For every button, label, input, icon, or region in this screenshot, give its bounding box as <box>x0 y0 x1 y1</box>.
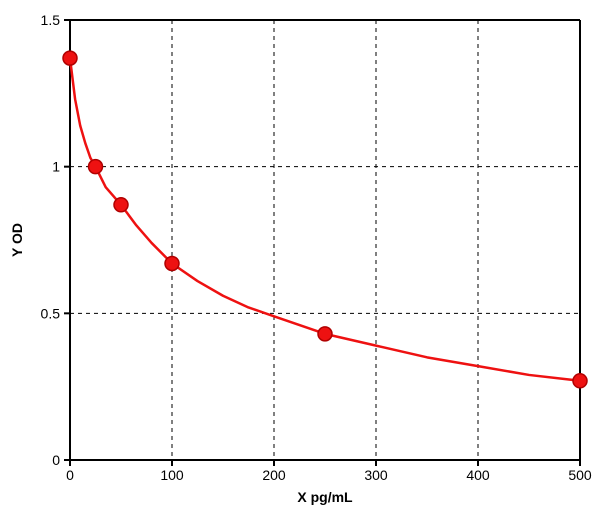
data-point <box>89 160 103 174</box>
y-axis-label: Y OD <box>9 223 25 257</box>
chart-svg: 0 100 200 300 400 500 0 0.5 1 1.5 X pg/mL Y OD <box>0 0 600 516</box>
x-axis-label: X pg/mL <box>297 489 353 505</box>
x-tick-label: 400 <box>466 467 490 483</box>
x-tick-label: 300 <box>364 467 388 483</box>
data-point <box>573 374 587 388</box>
data-point <box>63 51 77 65</box>
x-tick-label: 0 <box>66 467 74 483</box>
x-tick-label: 200 <box>262 467 286 483</box>
x-tick-label: 500 <box>568 467 592 483</box>
y-tick-label: 0 <box>52 452 60 468</box>
data-point <box>114 198 128 212</box>
data-point <box>165 256 179 270</box>
y-tick-label: 0.5 <box>41 305 61 321</box>
x-tick-label: 100 <box>160 467 184 483</box>
y-tick-label: 1 <box>52 159 60 175</box>
data-point <box>318 327 332 341</box>
y-tick-label: 1.5 <box>41 12 61 28</box>
chart-container: 0 100 200 300 400 500 0 0.5 1 1.5 X pg/mL Y OD <box>0 0 600 516</box>
